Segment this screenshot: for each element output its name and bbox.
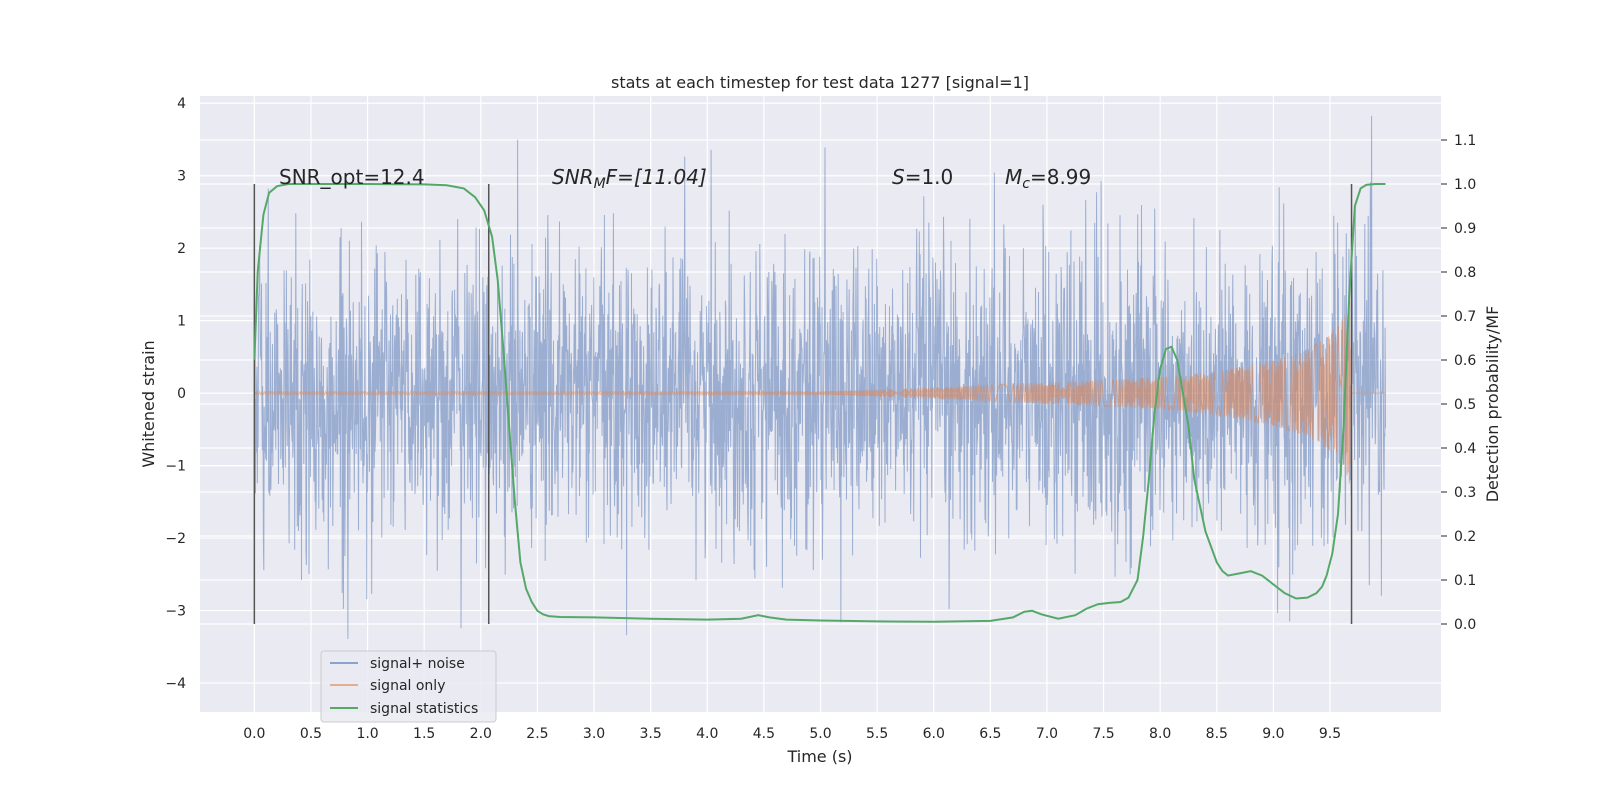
x-tick-label-18: 9.0 xyxy=(1262,726,1284,742)
annotation-snr-mf-value: F=[11.04] xyxy=(606,165,707,189)
y-ticks: −4 −3 −2 −1 0 1 2 3 4 xyxy=(165,96,186,692)
annotation-mc: Mc=8.99 xyxy=(1005,165,1091,192)
annotation-s-symbol: S xyxy=(892,165,905,189)
series-signal-statistics xyxy=(253,183,1386,623)
x-tick-label-0: 0.0 xyxy=(243,726,265,742)
annotation-snr-opt: SNR_opt=12.4 xyxy=(279,165,425,189)
annotation-snr-mf-subscript: M xyxy=(594,176,606,192)
legend: signal+ noise signal only signal statist… xyxy=(320,650,497,723)
x-tick-label-3: 1.5 xyxy=(413,726,435,742)
chart-title: stats at each timestep for test data 127… xyxy=(611,73,1029,92)
annotation-s: S=1.0 xyxy=(892,165,953,189)
y2-tick-label-7: 0.7 xyxy=(1454,309,1476,325)
y2-tick-label-4: 0.4 xyxy=(1454,441,1476,457)
y2-axis-label: Detection probability/MF xyxy=(1483,306,1502,503)
x-tick-label-19: 9.5 xyxy=(1319,726,1341,742)
x-tick-label-1: 0.5 xyxy=(300,726,322,742)
y2-tick-label-11: 1.1 xyxy=(1454,133,1476,149)
series-signal-only xyxy=(253,301,1386,484)
x-tick-label-9: 4.5 xyxy=(753,726,775,742)
y-tick-label-0: −4 xyxy=(165,676,186,692)
annotation-mc-value: =8.99 xyxy=(1030,165,1091,189)
y-tick-label-2: −2 xyxy=(165,531,186,547)
signal-only-line xyxy=(253,301,1386,484)
x-tick-label-8: 4.0 xyxy=(696,726,718,742)
y-tick-label-7: 3 xyxy=(177,169,186,185)
series-signal-noise xyxy=(253,115,1386,639)
x-tick-label-11: 5.5 xyxy=(866,726,888,742)
x-tick-label-6: 3.0 xyxy=(583,726,605,742)
legend-label-signal-statistics: signal statistics xyxy=(370,701,478,717)
y2-tick-label-10: 1.0 xyxy=(1454,177,1476,193)
x-tick-label-16: 8.0 xyxy=(1149,726,1171,742)
y2-tick-label-9: 0.9 xyxy=(1454,221,1476,237)
y-tick-label-1: −3 xyxy=(165,604,186,620)
y-tick-label-4: 0 xyxy=(177,386,186,402)
y2-ticks: 0.0 0.1 0.2 0.3 0.4 0.5 0.6 0.7 0.8 0.9 1.0 1.1 xyxy=(1441,133,1476,633)
x-tick-label-2: 1.0 xyxy=(356,726,378,742)
x-axis-label: Time (s) xyxy=(786,747,852,766)
annotation-snr-mf-symbol: SNR xyxy=(552,165,594,189)
x-tick-label-4: 2.0 xyxy=(470,726,492,742)
y-axis-label: Whitened strain xyxy=(139,340,158,467)
annotations: SNR_opt=12.4 SNRMF=[11.04] S=1.0 Mc=8.99 xyxy=(279,165,1091,192)
x-tick-label-13: 6.5 xyxy=(979,726,1001,742)
y2-tick-label-6: 0.6 xyxy=(1454,353,1476,369)
x-tick-label-12: 6.0 xyxy=(923,726,945,742)
legend-label-signal-noise: signal+ noise xyxy=(370,656,465,672)
annotation-mc-symbol: M xyxy=(1005,165,1022,189)
x-tick-label-17: 8.5 xyxy=(1206,726,1228,742)
x-tick-label-7: 3.5 xyxy=(640,726,662,742)
y2-tick-label-8: 0.8 xyxy=(1454,265,1476,281)
x-tick-label-5: 2.5 xyxy=(526,726,548,742)
y2-tick-label-0: 0.0 xyxy=(1454,617,1476,633)
x-tick-label-10: 5.0 xyxy=(809,726,831,742)
legend-box xyxy=(320,650,497,723)
y2-tick-label-2: 0.2 xyxy=(1454,529,1476,545)
annotation-snr-mf: SNRMF=[11.04] xyxy=(552,165,707,192)
x-tick-label-14: 7.0 xyxy=(1036,726,1058,742)
annotation-s-value: =1.0 xyxy=(905,165,954,189)
signal-statistics-line xyxy=(253,183,1386,623)
y2-tick-label-1: 0.1 xyxy=(1454,573,1476,589)
y2-tick-label-5: 0.5 xyxy=(1454,397,1476,413)
x-tick-label-15: 7.5 xyxy=(1092,726,1114,742)
annotation-mc-subscript: c xyxy=(1022,176,1030,192)
y2-tick-label-3: 0.3 xyxy=(1454,485,1476,501)
x-ticks: 0.0 0.5 1.0 1.5 2.0 2.5 3.0 3.5 4.0 4.5 5.0 5.5 6.0 6… xyxy=(243,726,1341,742)
signal-noise-line xyxy=(253,115,1386,639)
y-tick-label-5: 1 xyxy=(177,314,186,330)
y-tick-label-8: 4 xyxy=(177,96,186,112)
legend-label-signal-only: signal only xyxy=(370,678,445,694)
y-tick-label-3: −1 xyxy=(165,459,186,475)
y-tick-label-6: 2 xyxy=(177,241,186,257)
